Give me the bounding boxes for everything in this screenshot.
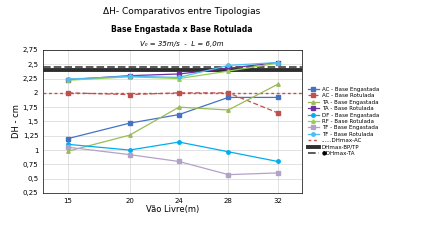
Text: Base Engastada x Base Rotulada: Base Engastada x Base Rotulada bbox=[111, 25, 252, 34]
Text: V₀ = 35m/s  -  L = 6,0m: V₀ = 35m/s - L = 6,0m bbox=[140, 41, 223, 47]
X-axis label: Vão Livre(m): Vão Livre(m) bbox=[146, 205, 200, 214]
Legend: AC - Base Engastada, AC - Base Rotulada, TA - Base Engastada, TA - Base Rotulada: AC - Base Engastada, AC - Base Rotulada,… bbox=[308, 87, 379, 156]
Text: ΔH- Comparativos entre Tipologias: ΔH- Comparativos entre Tipologias bbox=[103, 7, 260, 16]
Y-axis label: DH - cm: DH - cm bbox=[13, 104, 21, 138]
